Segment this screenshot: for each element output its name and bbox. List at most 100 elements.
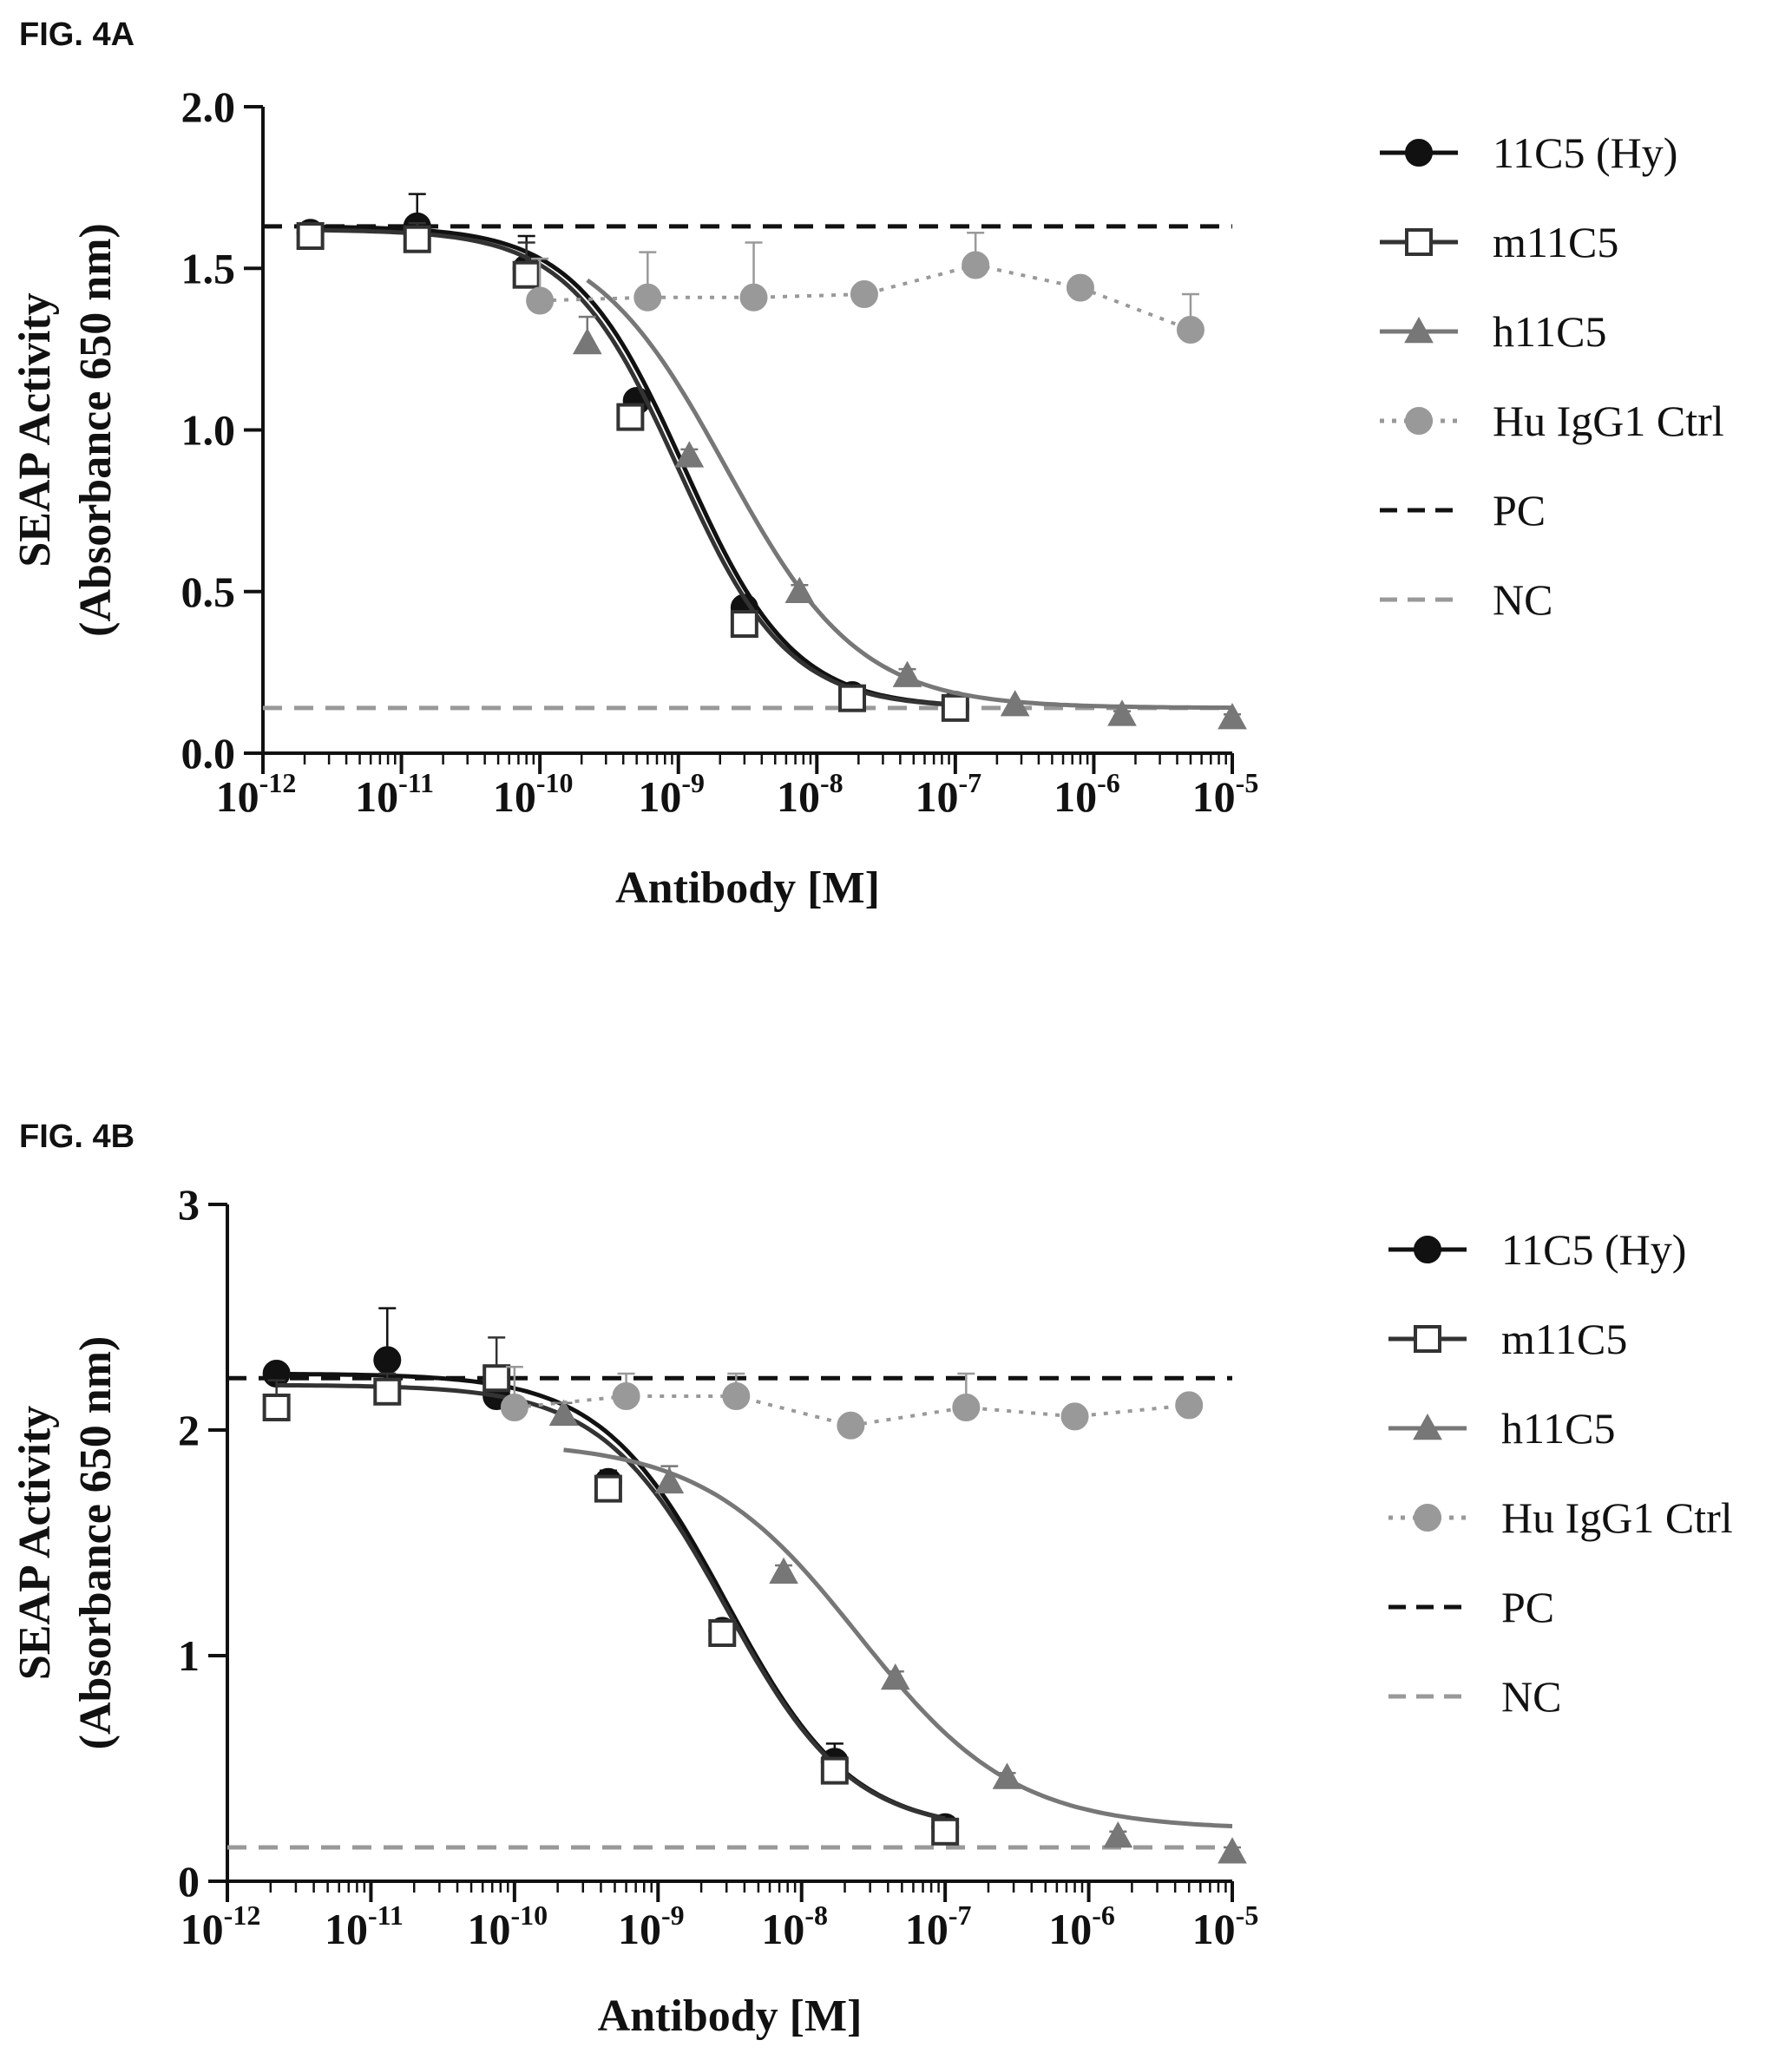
x-tick-exponent: -8 (820, 767, 843, 798)
data-point (730, 610, 758, 638)
series-hu-igg1-ctrl (526, 232, 1205, 344)
fit-curve (276, 1371, 946, 1821)
data-point (674, 441, 705, 468)
data-point (722, 1382, 751, 1410)
x-tick-label: 10-11 (355, 767, 434, 821)
x-tick-base: 10 (181, 1905, 224, 1953)
data-point (992, 1762, 1022, 1789)
x-tick-label: 10-10 (468, 1899, 548, 1953)
legend-swatch-marker (1413, 1413, 1442, 1440)
series-h11c5 (572, 278, 1247, 730)
legend-label: Hu IgG1 Ctrl (1493, 397, 1724, 445)
y-tick-label: 1.0 (181, 406, 236, 455)
legend-label: Hu IgG1 Ctrl (1501, 1493, 1733, 1542)
data-point (1218, 702, 1247, 730)
data-point (403, 225, 431, 253)
x-tick-base: 10 (916, 772, 959, 821)
data-point (482, 1364, 511, 1393)
data-point (708, 1619, 737, 1647)
legend-swatch-marker (1405, 407, 1433, 435)
legend-label: NC (1493, 575, 1552, 624)
x-tick-exponent: -5 (1236, 767, 1259, 798)
legend: 11C5 (Hy) m11C5 h11C5 Hu IgG1 Ctrl PC NC (1388, 1225, 1733, 1721)
data-point (1218, 1837, 1247, 1864)
legend-swatch-marker (1414, 1504, 1441, 1532)
x-tick-exponent: -6 (1092, 1899, 1115, 1931)
y-axis-title-line-1: SEAP Activity (10, 1406, 60, 1680)
data-point (850, 280, 878, 309)
x-tick-base: 10 (1054, 772, 1097, 821)
y-tick-label: 0 (178, 1857, 200, 1906)
panel-fig-4a: FIG. 4A 0.00.51.01.52.010-12 10-11 10-10 10… (10, 16, 1724, 913)
x-tick-base: 10 (468, 1905, 511, 1953)
series-h11c5 (548, 1399, 1247, 1864)
x-tick-exponent: -10 (511, 1899, 548, 1931)
legend-label: NC (1501, 1672, 1561, 1721)
data-point (892, 660, 922, 687)
x-tick-label: 10-8 (777, 767, 843, 821)
data-point (962, 251, 990, 279)
x-tick-exponent: -12 (224, 1899, 261, 1931)
data-point (1107, 699, 1137, 726)
x-axis-title: Antibody [M] (598, 1991, 863, 2041)
legend-item: PC (1388, 1583, 1554, 1631)
data-point (594, 1474, 622, 1503)
x-tick-label: 10-7 (916, 767, 982, 821)
legend-label: 11C5 (Hy) (1493, 128, 1677, 177)
x-tick-label: 10-12 (181, 1899, 261, 1953)
x-tick-label: 10-6 (1048, 1899, 1115, 1953)
data-point (633, 283, 662, 312)
data-point (500, 1394, 528, 1421)
data-point (373, 1346, 402, 1374)
legend-label: PC (1501, 1583, 1554, 1631)
legend-item: NC (1388, 1672, 1561, 1721)
y-tick-label: 1.5 (181, 244, 236, 292)
series-m11c5 (296, 221, 969, 722)
legend-item: h11C5 (1388, 1404, 1616, 1453)
x-tick-label: 10-6 (1054, 767, 1120, 821)
data-point (512, 260, 541, 289)
legend-label: h11C5 (1493, 307, 1607, 356)
x-tick-base: 10 (1048, 1905, 1092, 1953)
legend-item: 11C5 (Hy) (1388, 1225, 1686, 1274)
x-tick-exponent: -5 (1236, 1899, 1259, 1931)
data-point (820, 1756, 849, 1785)
data-point (548, 1399, 579, 1427)
x-tick-label: 10-8 (761, 1899, 828, 1953)
x-tick-exponent: -9 (661, 1899, 685, 1931)
x-tick-label: 10-7 (905, 1899, 972, 1953)
legend-swatch-marker (1414, 1236, 1441, 1263)
legend-label: m11C5 (1501, 1315, 1627, 1363)
x-tick-exponent: -9 (681, 767, 705, 798)
y-tick-label: 2.0 (181, 82, 236, 131)
series-hu-igg1-ctrl (500, 1365, 1204, 1440)
data-point (1060, 1402, 1089, 1431)
y-axis-title-line-2: (Absorbance 650 nm) (71, 223, 121, 637)
legend-item: m11C5 (1388, 1315, 1627, 1363)
data-point (612, 1382, 640, 1410)
data-point (572, 327, 602, 355)
legend-item: 11C5 (Hy) (1380, 128, 1677, 177)
data-point (373, 1377, 402, 1406)
data-point (616, 403, 645, 431)
data-point (739, 283, 768, 312)
legend-label: m11C5 (1493, 218, 1618, 266)
x-tick-base: 10 (905, 1905, 949, 1953)
series-11c5-hy- (296, 193, 969, 719)
data-point (1175, 1391, 1204, 1420)
legend-label: PC (1493, 486, 1546, 535)
x-tick-label: 10-9 (638, 767, 705, 821)
x-tick-label: 10-12 (216, 767, 297, 821)
data-point (769, 1557, 798, 1584)
fit-curve (586, 278, 1233, 711)
y-tick-label: 0.0 (181, 729, 236, 777)
x-tick-exponent: -7 (959, 767, 982, 798)
x-tick-exponent: -11 (398, 767, 434, 798)
x-tick-label: 10-10 (493, 767, 574, 821)
x-tick-exponent: -8 (804, 1899, 828, 1931)
legend-item: Hu IgG1 Ctrl (1388, 1493, 1733, 1542)
data-point (837, 1411, 865, 1440)
x-tick-base: 10 (618, 1905, 661, 1953)
data-point (262, 1394, 291, 1421)
